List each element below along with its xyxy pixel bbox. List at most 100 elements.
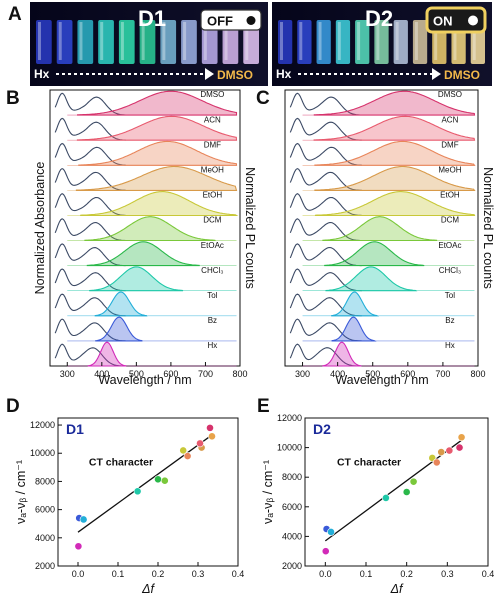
- x-tick-label: 600: [163, 369, 178, 379]
- arrow-head-icon: [205, 68, 214, 80]
- vial: [56, 20, 73, 64]
- x-tick-label: 0.4: [482, 569, 495, 579]
- vial-highlight: [414, 22, 418, 60]
- pl-curve: [331, 291, 380, 317]
- solvent-label: Bz: [445, 316, 454, 325]
- x-tick-label: 500: [365, 369, 380, 379]
- x-tick-label: 0.1: [112, 569, 125, 579]
- data-point: [321, 547, 330, 556]
- fit-line: [77, 434, 213, 533]
- pl-curve: [78, 140, 238, 166]
- vial-highlight: [453, 22, 457, 60]
- vial-highlight: [395, 22, 399, 60]
- off-switch-label: OFF: [207, 14, 233, 29]
- vial-highlight: [245, 22, 249, 60]
- inset-label: D2: [313, 421, 331, 437]
- x-axis-label: Δf: [141, 582, 155, 596]
- x-axis-label: Δf: [390, 582, 404, 596]
- panel-d-scatter: 0.0 0.1 0.2 0.3 0.4 2000 4000 6000 8000 10000 1200…: [14, 417, 245, 596]
- solvent-label: Tol: [445, 291, 455, 300]
- absorbance-curve: [54, 142, 126, 166]
- solvent-label: DMSO: [438, 90, 462, 99]
- x-tick-label: 0.2: [400, 569, 413, 579]
- solvent-label: Tol: [207, 291, 217, 300]
- vial-highlight: [100, 22, 104, 60]
- panel-c-x-label: Wavelength / nm: [335, 373, 428, 387]
- vial: [316, 20, 331, 64]
- vial-highlight: [141, 22, 145, 60]
- solvent-label: Hx: [207, 341, 217, 350]
- x-tick-label: 0.1: [360, 569, 373, 579]
- solvent-label: DCM: [441, 216, 460, 225]
- data-point: [74, 542, 83, 551]
- plot-frame: [304, 417, 489, 567]
- y-axis-label: νₐ-νᵦ / cm⁻¹: [14, 460, 28, 524]
- vial: [222, 20, 239, 64]
- vial-highlight: [337, 22, 341, 60]
- absorbance-curve: [289, 167, 362, 191]
- pl-curve: [89, 266, 184, 292]
- x-tick-label: 800: [232, 369, 247, 379]
- vial: [278, 20, 293, 64]
- absorbance-curve: [54, 193, 126, 216]
- vial: [297, 20, 312, 64]
- vial: [374, 20, 389, 64]
- y-tick-label: 8000: [35, 476, 55, 486]
- pl-curve: [76, 115, 238, 141]
- vial-highlight: [183, 22, 187, 60]
- y-tick-label: 10000: [30, 448, 55, 458]
- plot-frame: [57, 417, 239, 567]
- absorbance-curve: [54, 293, 126, 317]
- panel-c-y-label-right: Normalized PL counts: [481, 167, 495, 289]
- data-point: [79, 515, 88, 524]
- panel-label-c: C: [256, 88, 270, 109]
- solvent-label: Bz: [208, 316, 217, 325]
- pl-curve: [324, 241, 425, 267]
- x-tick-label: 700: [198, 369, 213, 379]
- vial-highlight: [162, 22, 166, 60]
- absorbance-curve: [54, 318, 126, 342]
- x-tick-label: 700: [435, 369, 450, 379]
- panel-label-b: B: [6, 88, 20, 109]
- pl-curve: [80, 191, 239, 217]
- solvent-label: ACN: [204, 115, 221, 124]
- absorbance-curve: [54, 167, 126, 191]
- photo-d2: D2 ON Hx DMSO: [272, 2, 492, 86]
- panel-label-a: A: [8, 4, 22, 25]
- vial-highlight: [472, 22, 476, 60]
- absorbance-curve: [54, 92, 126, 116]
- x-tick-label: 0.4: [232, 569, 245, 579]
- data-point: [455, 443, 464, 452]
- absorbance-curve: [54, 268, 126, 292]
- vial-highlight: [376, 22, 380, 60]
- vial-highlight: [357, 22, 361, 60]
- data-point: [437, 448, 446, 456]
- y-tick-label: 10000: [277, 443, 302, 453]
- absorbance-curve: [54, 343, 126, 367]
- y-axis-label: νₐ-νᵦ / cm⁻¹: [261, 460, 275, 524]
- vial: [118, 20, 135, 64]
- absorbance-curve: [289, 318, 362, 342]
- y-tick-label: 2000: [35, 561, 55, 571]
- x-tick-label: 0.0: [72, 569, 85, 579]
- x-tick-label: 400: [94, 369, 109, 379]
- panel-b-spectra: DMSO ACN DMF MeOH EtOH DCM EtOAc CHCl₃ Tol Bz Hx 3…: [33, 89, 257, 387]
- data-point: [183, 452, 192, 460]
- panel-label-d: D: [6, 396, 20, 417]
- panel-c-x-ticks: 300 400 500 600 700 800: [295, 362, 486, 379]
- x-tick-label: 500: [129, 369, 144, 379]
- y-tick-label: 4000: [282, 531, 302, 541]
- absorbance-curve: [54, 218, 126, 242]
- vial: [355, 20, 370, 64]
- solvent-label: MeOH: [438, 165, 461, 174]
- data-point: [154, 475, 162, 484]
- vial: [36, 20, 52, 64]
- switch-dot-icon: [246, 16, 256, 25]
- pl-curve: [95, 316, 143, 342]
- solvent-label: CHCl₃: [201, 266, 223, 275]
- absorbance-curve: [289, 218, 362, 242]
- pl-curve: [313, 90, 476, 116]
- annotation: CT character: [337, 456, 401, 468]
- on-switch: [425, 6, 487, 34]
- absorbance-curve: [289, 243, 362, 267]
